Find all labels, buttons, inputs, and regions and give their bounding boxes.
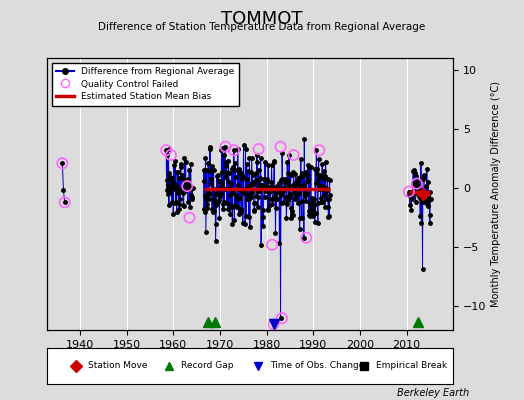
- Text: Empirical Break: Empirical Break: [376, 362, 447, 370]
- Point: [315, 147, 323, 154]
- Point: [269, 321, 278, 327]
- Point: [289, 152, 298, 158]
- Point: [60, 199, 69, 206]
- Point: [167, 152, 175, 158]
- Point: [276, 144, 285, 150]
- Point: [230, 147, 238, 154]
- Point: [302, 234, 310, 241]
- Point: [268, 242, 276, 248]
- Point: [278, 315, 286, 321]
- Legend: Difference from Regional Average, Quality Control Failed, Estimated Station Mean: Difference from Regional Average, Qualit…: [52, 62, 239, 106]
- Point: [162, 147, 170, 154]
- Text: Time of Obs. Change: Time of Obs. Change: [270, 362, 365, 370]
- Y-axis label: Monthly Temperature Anomaly Difference (°C): Monthly Temperature Anomaly Difference (…: [490, 81, 500, 307]
- Point: [183, 183, 191, 189]
- Text: Record Gap: Record Gap: [181, 362, 234, 370]
- Text: Berkeley Earth: Berkeley Earth: [397, 388, 469, 398]
- Point: [221, 144, 230, 150]
- Point: [405, 188, 413, 195]
- Point: [185, 214, 194, 221]
- Point: [58, 160, 67, 166]
- Point: [413, 180, 421, 187]
- Point: [255, 146, 263, 152]
- Text: Station Move: Station Move: [88, 362, 147, 370]
- Text: TOMMOT: TOMMOT: [221, 10, 303, 28]
- Text: Difference of Station Temperature Data from Regional Average: Difference of Station Temperature Data f…: [99, 22, 425, 32]
